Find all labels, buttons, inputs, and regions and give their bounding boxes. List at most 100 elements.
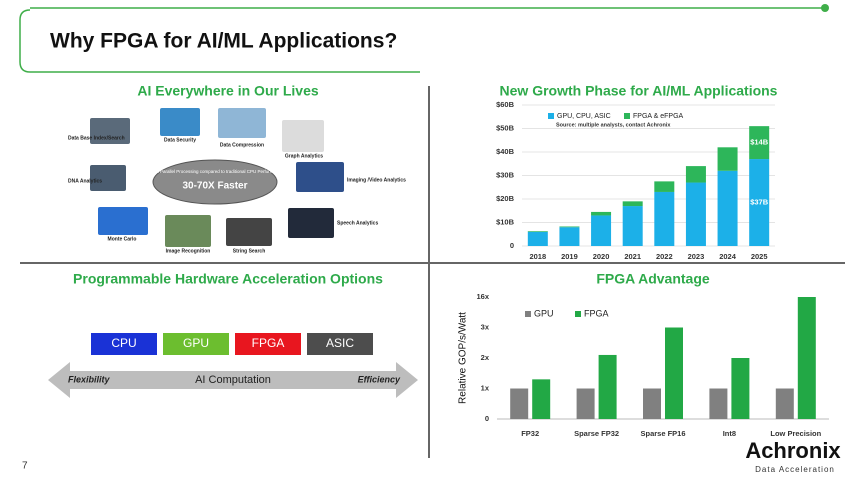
bar — [775, 388, 794, 419]
option-label: FPGA — [252, 336, 285, 350]
bar — [643, 388, 661, 419]
arrow-right-label: Efficiency — [358, 374, 401, 384]
y-tick-label: $30B — [496, 170, 515, 179]
x-tick-label: 2022 — [656, 252, 673, 261]
legend-label: FPGA — [584, 308, 609, 318]
y-tick-label: $40B — [496, 147, 515, 156]
bar — [591, 211, 612, 216]
option-box — [235, 333, 301, 355]
chart-subtitle: Source: multiple analysts, contact Achro… — [556, 122, 671, 128]
legend-label: FPGA & eFPGA — [633, 113, 684, 120]
collage-image — [288, 208, 334, 238]
option-box — [91, 333, 157, 355]
x-tick-label: 2024 — [719, 252, 737, 261]
bar — [598, 354, 617, 419]
bar — [559, 226, 580, 228]
arrow-left-label: Flexibility — [68, 374, 111, 384]
title-frame — [19, 7, 825, 73]
legend-swatch — [548, 113, 554, 119]
bar — [717, 147, 738, 171]
option-box — [307, 333, 373, 355]
y-tick-label: 2x — [481, 353, 490, 362]
x-tick-label: Sparse FP16 — [640, 429, 685, 438]
option-box — [163, 333, 229, 355]
bar — [654, 191, 675, 246]
bar — [731, 358, 750, 419]
collage-label: DNA Analytics — [68, 178, 102, 184]
collage-image — [90, 165, 126, 191]
y-tick-label: $10B — [496, 217, 515, 226]
bar — [527, 231, 548, 246]
collage-label: Imaging /Video Analytics — [347, 177, 406, 183]
y-tick-label: $20B — [496, 194, 515, 203]
chart-title: FPGA Advantage — [596, 271, 710, 287]
value-label: $14B — [750, 138, 769, 147]
option-label: CPU — [111, 336, 136, 350]
legend-label: GPU, CPU, ASIC — [557, 113, 611, 120]
collage-image — [160, 108, 200, 136]
legend-swatch — [525, 311, 531, 317]
arrow-middle-label: AI Computation — [195, 374, 271, 386]
bar — [709, 388, 728, 419]
bar — [559, 227, 580, 246]
title-dot — [821, 4, 829, 12]
option-label: ASIC — [326, 336, 354, 350]
x-tick-label: 2019 — [561, 252, 578, 261]
collage-image — [226, 218, 272, 246]
legend-swatch — [575, 311, 581, 317]
x-tick-label: Low Precision — [770, 429, 821, 438]
y-tick-label: $60B — [496, 100, 515, 109]
collage-image — [296, 162, 344, 192]
y-tick-label: 0 — [510, 241, 514, 250]
bar — [527, 231, 548, 232]
double-arrow — [48, 362, 418, 398]
collage-label: Graph Analytics — [285, 153, 323, 159]
logo-tagline: Data Acceleration — [755, 465, 835, 474]
bar — [654, 181, 675, 192]
collage-label: Image Recognition — [166, 248, 211, 254]
center-ellipse — [152, 159, 278, 205]
x-tick-label: 2023 — [688, 252, 705, 261]
option-label: GPU — [183, 336, 209, 350]
bar — [749, 126, 770, 160]
bar — [685, 182, 706, 246]
page-number: 7 — [22, 461, 28, 472]
bar — [576, 388, 595, 419]
y-tick-label: 1x — [481, 383, 490, 392]
collage-image — [282, 120, 324, 152]
bar — [622, 206, 643, 246]
x-tick-label: 2020 — [593, 252, 610, 261]
section-heading: AI Everywhere in Our Lives — [137, 83, 319, 99]
y-axis-title: Relative GOP/s/Watt — [458, 312, 469, 404]
value-label: $37B — [750, 198, 769, 207]
slide-title: Why FPGA for AI/ML Applications? — [50, 30, 397, 53]
section-heading: Programmable Hardware Acceleration Optio… — [73, 271, 383, 287]
center-value: 30-70X Faster — [182, 181, 247, 192]
collage-label: Data Base Index/Search — [68, 135, 125, 141]
logo: Achronix — [745, 438, 841, 463]
bar — [622, 201, 643, 207]
collage-image — [90, 118, 130, 144]
y-tick-label: 0 — [485, 414, 489, 423]
y-tick-label: $50B — [496, 123, 515, 132]
bar — [685, 166, 706, 183]
bar — [717, 170, 738, 246]
bar — [510, 388, 529, 419]
bar — [749, 159, 770, 246]
collage-image — [218, 108, 266, 138]
x-tick-label: Int8 — [723, 429, 736, 438]
legend-label: GPU — [534, 308, 554, 318]
bar — [665, 327, 683, 419]
x-tick-label: FP32 — [521, 429, 539, 438]
x-tick-label: Sparse FP32 — [574, 429, 619, 438]
collage-label: String Search — [233, 248, 266, 254]
bar — [591, 215, 612, 246]
collage-label: Data Compression — [220, 142, 264, 148]
center-note: FPGA Parallel Processing compared to tra… — [147, 169, 284, 174]
x-tick-label: 2025 — [751, 252, 768, 261]
y-tick-label: 3x — [481, 322, 490, 331]
bar — [797, 297, 816, 419]
bar — [532, 379, 551, 419]
collage-image — [165, 215, 211, 247]
